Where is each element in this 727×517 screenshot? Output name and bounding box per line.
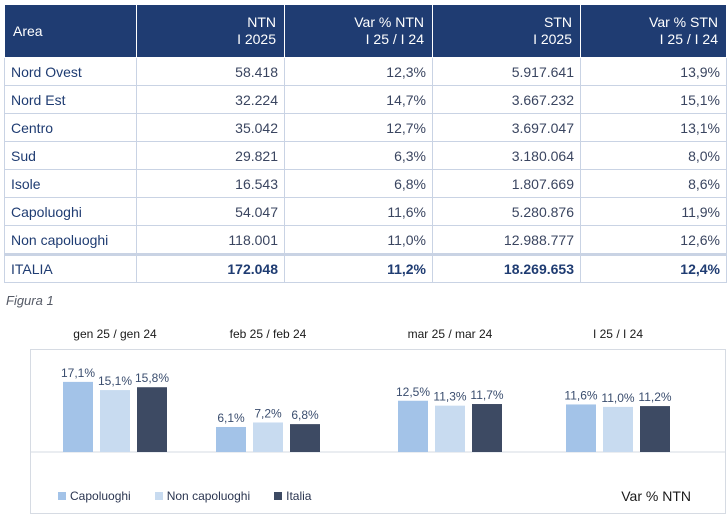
cell-ntn: 172.048 <box>136 253 285 283</box>
cell-var-stn: 13,1% <box>580 113 727 142</box>
cell-stn: 5.280.876 <box>432 197 581 226</box>
bar-capoluoghi <box>566 404 596 452</box>
cell-ntn: 32.224 <box>136 85 285 114</box>
data-label: 11,2% <box>638 390 671 404</box>
legend-item-capoluoghi: Capoluoghi <box>58 489 131 503</box>
header-var-stn: Var % STN I 25 / I 24 <box>580 4 727 58</box>
cell-area: Nord Ovest <box>4 57 137 86</box>
data-label: 11,6% <box>564 388 597 402</box>
data-label: 15,1% <box>98 374 132 388</box>
cell-area: Capoluoghi <box>4 197 137 226</box>
table-row: Isole 16.543 6,8% 1.807.669 8,6% <box>4 169 727 198</box>
cell-stn: 12.988.777 <box>432 225 581 255</box>
cell-stn: 3.697.047 <box>432 113 581 142</box>
cell-ntn: 16.543 <box>136 169 285 198</box>
bar-non-capoluoghi <box>435 405 465 452</box>
cell-ntn: 35.042 <box>136 113 285 142</box>
cell-ntn: 29.821 <box>136 141 285 170</box>
bar-non-capoluoghi <box>603 406 633 452</box>
cell-area: Isole <box>4 169 137 198</box>
cell-stn: 18.269.653 <box>432 253 581 283</box>
data-label: 6,1% <box>217 411 245 425</box>
chart-legend: Capoluoghi Non capoluoghi Italia <box>58 489 311 503</box>
figure-caption: Figura 1 <box>6 293 54 308</box>
bar-italia <box>640 406 670 452</box>
table-row: Capoluoghi 54.047 11,6% 5.280.876 11,9% <box>4 197 727 226</box>
data-label: 6,8% <box>291 408 319 422</box>
legend-item-non-capoluoghi: Non capoluoghi <box>154 489 251 503</box>
bar-italia <box>137 387 167 452</box>
bar-capoluoghi <box>398 400 428 452</box>
data-label: 11,0% <box>601 391 634 405</box>
bar-non-capoluoghi <box>100 390 130 452</box>
header-var-ntn: Var % NTN I 25 / I 24 <box>284 4 433 58</box>
legend-label: Capoluoghi <box>70 489 131 503</box>
cell-area: Sud <box>4 141 137 170</box>
cell-var-ntn: 12,3% <box>284 57 433 86</box>
cell-var-ntn: 11,6% <box>284 197 433 226</box>
bar-italia <box>472 404 502 452</box>
cell-var-ntn: 6,3% <box>284 141 433 170</box>
cell-ntn: 58.418 <box>136 57 285 86</box>
cell-var-stn: 13,9% <box>580 57 727 86</box>
legend-label: Non capoluoghi <box>166 489 251 503</box>
header-area: Area <box>4 4 137 58</box>
category-label: mar 25 / mar 24 <box>408 327 493 341</box>
table-row: Sud 29.821 6,3% 3.180.064 8,0% <box>4 141 727 170</box>
category-label: gen 25 / gen 24 <box>73 327 157 341</box>
category-label: I 25 / I 24 <box>593 327 643 341</box>
data-label: 15,8% <box>135 371 169 385</box>
bar-non-capoluoghi <box>253 422 283 452</box>
cell-var-ntn: 14,7% <box>284 85 433 114</box>
header-stn: STN I 2025 <box>432 4 581 58</box>
data-label: 7,2% <box>254 406 282 420</box>
table-row: Non capoluoghi 118.001 11,0% 12.988.777 12,6… <box>4 225 727 255</box>
bar-capoluoghi <box>216 426 246 452</box>
category-label: feb 25 / feb 24 <box>230 327 307 341</box>
legend-label: Italia <box>286 489 312 503</box>
cell-var-stn: 11,9% <box>580 197 727 226</box>
table-row: Centro 35.042 12,7% 3.697.047 13,1% <box>4 113 727 142</box>
cell-area: Centro <box>4 113 137 142</box>
legend-item-italia: Italia <box>274 489 311 503</box>
legend-swatch-italia <box>274 492 283 500</box>
cell-var-ntn: 12,7% <box>284 113 433 142</box>
cell-var-stn: 15,1% <box>580 85 727 114</box>
cell-ntn: 54.047 <box>136 197 285 226</box>
chart-axis-title: Var % NTN <box>621 488 691 504</box>
table-row: Nord Ovest 58.418 12,3% 5.917.641 13,9% <box>4 57 727 86</box>
legend-swatch-non-capoluoghi <box>154 492 163 500</box>
cell-var-ntn: 6,8% <box>284 169 433 198</box>
cell-var-stn: 8,0% <box>580 141 727 170</box>
legend-swatch-capoluoghi <box>58 492 66 500</box>
cell-stn: 1.807.669 <box>432 169 581 198</box>
cell-stn: 3.180.064 <box>432 141 581 170</box>
data-label: 12,5% <box>396 385 430 399</box>
cell-stn: 5.917.641 <box>432 57 581 86</box>
table-total-row: ITALIA 172.048 11,2% 18.269.653 12,4% <box>4 253 727 283</box>
cell-var-ntn: 11,2% <box>284 253 433 283</box>
table-header-row: Area NTN I 2025 Var % NTN I 25 / I 24 STN I… <box>4 4 727 58</box>
data-label: 17,1% <box>61 366 95 380</box>
cell-area: ITALIA <box>4 253 137 283</box>
ntn-stn-table: Area NTN I 2025 Var % NTN I 25 / I 24 STN I… <box>4 4 727 283</box>
cell-stn: 3.667.232 <box>432 85 581 114</box>
table-row: Nord Est 32.224 14,7% 3.667.232 15,1% <box>4 85 727 114</box>
bar-italia <box>290 424 320 452</box>
data-label: 11,3% <box>433 390 466 404</box>
bar-capoluoghi <box>63 381 93 452</box>
cell-var-stn: 12,4% <box>580 253 727 283</box>
cell-var-stn: 8,6% <box>580 169 727 198</box>
data-label: 11,7% <box>470 388 503 402</box>
chart-frame <box>30 349 726 514</box>
cell-area: Nord Est <box>4 85 137 114</box>
